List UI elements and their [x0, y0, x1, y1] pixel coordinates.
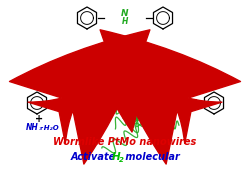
Text: +: + — [35, 114, 43, 124]
Text: CN: CN — [184, 98, 197, 108]
Text: CHO: CHO — [52, 98, 72, 108]
Text: ₃·H₂O: ₃·H₂O — [39, 125, 60, 131]
Text: N: N — [121, 9, 128, 19]
Text: H: H — [121, 18, 128, 26]
Text: 2: 2 — [118, 157, 123, 163]
Text: Wormlike PtMo nanowires: Wormlike PtMo nanowires — [53, 137, 196, 147]
Text: Activate: Activate — [71, 152, 119, 162]
Text: molecular: molecular — [122, 152, 179, 162]
Text: NH: NH — [26, 123, 39, 132]
Text: H: H — [112, 152, 120, 162]
